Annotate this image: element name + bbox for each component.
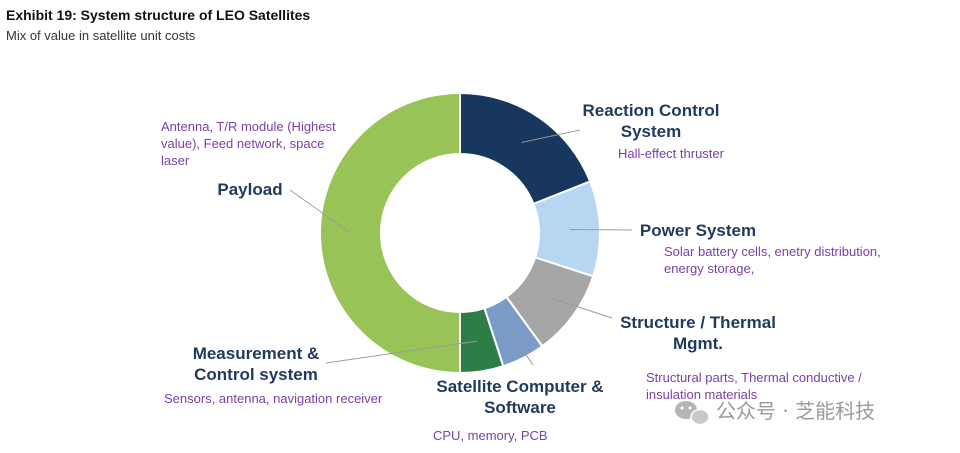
donut-slice [459, 91, 592, 206]
slice-description: Sensors, antenna, navigation receiver [164, 391, 383, 406]
slice-label: Satellite Computer & Software [436, 377, 603, 417]
slice-description: Hall-effect thruster [618, 146, 725, 161]
slice-description: Antenna, T/R module (Highest value), Feed… [161, 119, 336, 168]
leader-line [509, 330, 534, 366]
donut-slice [319, 91, 461, 375]
slice-description: Structural parts, Thermal conductive / in… [646, 370, 862, 402]
chart-title: Exhibit 19: System structure of LEO Sate… [6, 7, 310, 23]
slice-label: Measurement & Control system [193, 344, 320, 384]
donut-slices [319, 91, 601, 375]
wechat-icon [675, 401, 710, 426]
leader-lines [289, 129, 633, 366]
slice-label: Power System [640, 221, 756, 240]
leader-line [548, 296, 613, 319]
slice-label: Payload [217, 180, 282, 199]
watermark-text: 公众号 · 芝能科技 [716, 399, 875, 423]
chart-subtitle: Mix of value in satellite unit costs [6, 28, 196, 43]
slice-labels: Reaction Control System Hall-effect thrust… [161, 101, 881, 443]
leader-line [325, 340, 478, 364]
leader-line [289, 189, 351, 234]
slice-label: Reaction Control System [583, 101, 720, 141]
slice-description: Solar battery cells, enetry distribution… [664, 244, 881, 276]
watermark: 公众号 · 芝能科技 [675, 399, 875, 426]
slice-description: CPU, memory, PCB [433, 428, 548, 443]
slice-label: Structure / Thermal Mgmt. [620, 313, 776, 353]
leader-line [521, 129, 581, 143]
